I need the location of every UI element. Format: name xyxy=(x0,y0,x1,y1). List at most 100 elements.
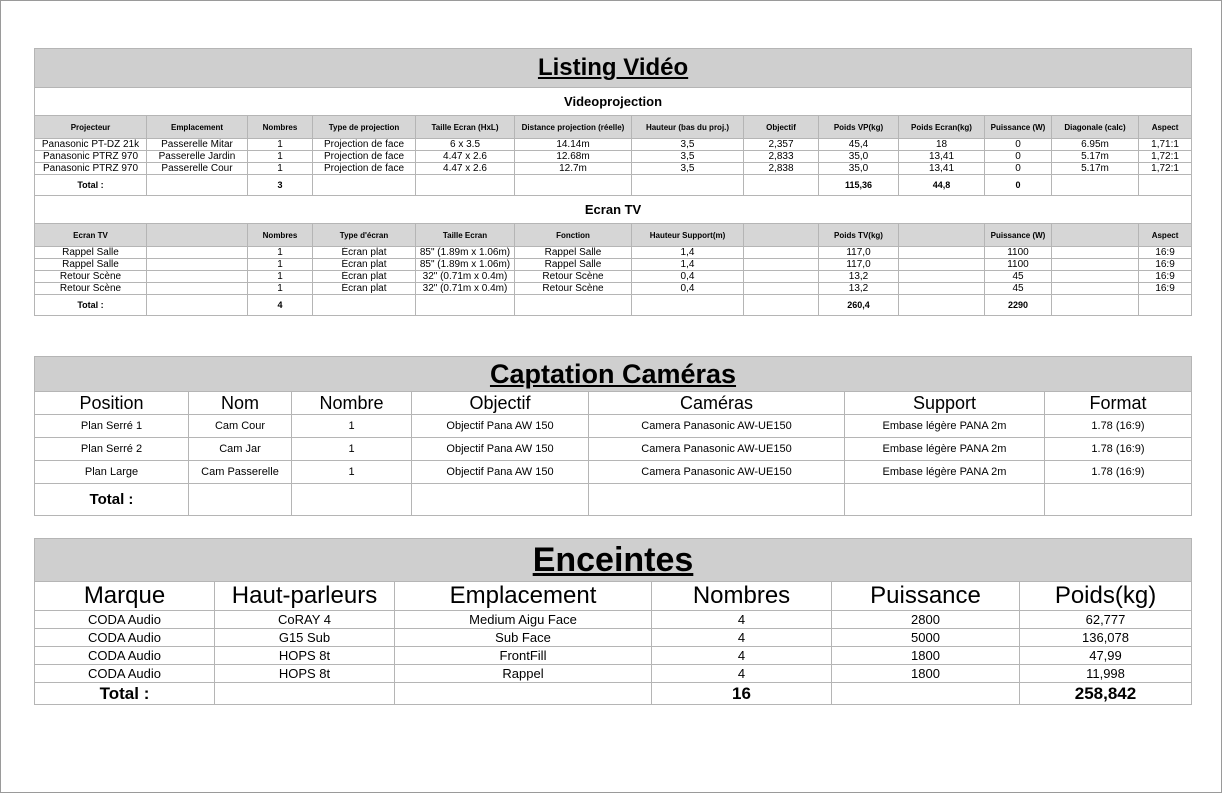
captation-cameras-table: Captation Caméras Position Nom Nombre Objec… xyxy=(34,356,1192,516)
table-cell: 4 xyxy=(247,294,313,316)
header-row: Position Nom Nombre Objectif Caméras Support F… xyxy=(34,391,1192,415)
table-cell xyxy=(743,174,819,196)
column-header xyxy=(1051,223,1139,247)
table-cell xyxy=(898,294,985,316)
table-cell: 4 xyxy=(651,610,832,629)
column-header: Type de projection xyxy=(312,115,416,139)
table-cell: 85" (1.89m x 1.06m) xyxy=(415,258,515,271)
table-cell xyxy=(415,294,515,316)
table-row: Panasonic PTRZ 970 Passerelle Jardin 1 Proj… xyxy=(34,150,1193,163)
table-cell: Écran plat xyxy=(312,258,416,271)
table-cell: 1,72:1 xyxy=(1137,162,1193,175)
table-cell: Retour Scène xyxy=(514,270,632,283)
table-cell: Écran plat xyxy=(312,270,416,283)
column-header: Hauteur (bas du proj.) xyxy=(631,115,744,139)
table-cell xyxy=(514,294,632,316)
table-cell: 45 xyxy=(984,282,1052,295)
column-header: Emplacement xyxy=(146,115,248,139)
table-cell: Camera Panasonic AW-UE150 xyxy=(588,414,845,438)
table-row: CODA Audio HOPS 8t FrontFill 4 1800 47,99 xyxy=(34,646,1192,665)
header-row: Projecteur Emplacement Nombres Type de proj… xyxy=(34,115,1193,139)
table-cell xyxy=(146,270,248,283)
table-cell xyxy=(898,258,985,271)
table-cell: Objectif Pana AW 150 xyxy=(411,460,589,484)
table-cell xyxy=(631,174,744,196)
table-cell xyxy=(588,483,845,516)
table-cell: Projection de face xyxy=(312,162,416,175)
table-cell xyxy=(1044,483,1192,516)
table-cell xyxy=(1137,174,1193,196)
table-cell: 117,0 xyxy=(818,258,899,271)
table-cell: Camera Panasonic AW-UE150 xyxy=(588,460,845,484)
table-cell: 6 x 3.5 xyxy=(415,138,515,151)
table-cell: Plan Large xyxy=(34,460,189,484)
videoprojection-title: Videoprojection xyxy=(33,87,1193,116)
table-cell: FrontFill xyxy=(394,646,652,665)
table-cell: 13,41 xyxy=(898,162,985,175)
table-cell xyxy=(415,174,515,196)
table-cell: Embase légère PANA 2m xyxy=(844,460,1045,484)
table-cell: 16:9 xyxy=(1137,246,1193,259)
table-cell: 13,2 xyxy=(818,282,899,295)
table-cell: 16:9 xyxy=(1137,282,1193,295)
table-cell: 5.17m xyxy=(1051,162,1139,175)
table-cell xyxy=(898,246,985,259)
table-cell xyxy=(411,483,589,516)
table-cell: Embase légère PANA 2m xyxy=(844,437,1045,461)
captation-title: Captation Caméras xyxy=(34,356,1192,392)
table-cell: Objectif Pana AW 150 xyxy=(411,414,589,438)
column-header: Nom xyxy=(188,391,292,415)
table-cell xyxy=(214,682,395,705)
listing-video-table: Listing Vidéo Videoprojection Projecteur E… xyxy=(33,48,1193,316)
table-cell xyxy=(898,282,985,295)
table-cell: 45,4 xyxy=(818,138,899,151)
column-header: Distance projection (réelle) xyxy=(514,115,632,139)
table-cell: 12.68m xyxy=(514,150,632,163)
column-header: Nombre xyxy=(291,391,412,415)
table-cell: Plan Serré 1 xyxy=(34,414,189,438)
table-cell: Camera Panasonic AW-UE150 xyxy=(588,437,845,461)
table-cell xyxy=(1051,174,1139,196)
table-cell xyxy=(146,294,248,316)
table-cell: 2,833 xyxy=(743,150,819,163)
table-cell: 13,41 xyxy=(898,150,985,163)
column-header: Puissance (W) xyxy=(984,115,1052,139)
total-row: Total : 3 115,36 44,8 0 xyxy=(34,174,1193,196)
table-cell: 117,0 xyxy=(818,246,899,259)
table-row: Retour Scène 1 Écran plat 32" (0.71m x 0.4m… xyxy=(34,270,1193,283)
table-cell: CODA Audio xyxy=(34,610,215,629)
column-header: Taille Ecran (HxL) xyxy=(415,115,515,139)
table-cell: 1.78 (16:9) xyxy=(1044,460,1192,484)
column-header xyxy=(898,223,985,247)
column-header: Objectif xyxy=(411,391,589,415)
table-cell: 1800 xyxy=(831,646,1020,665)
table-cell: 0 xyxy=(984,162,1052,175)
table-cell: Rappel Salle xyxy=(34,246,147,259)
table-cell: 1.78 (16:9) xyxy=(1044,437,1192,461)
table-row: Plan Serré 2 Cam Jar 1 Objectif Pana AW 150… xyxy=(34,437,1192,461)
table-cell: Projection de face xyxy=(312,138,416,151)
column-header: Hauteur Support(m) xyxy=(631,223,744,247)
table-cell: 1 xyxy=(247,162,313,175)
table-cell: 4 xyxy=(651,664,832,683)
table-cell: 1 xyxy=(247,138,313,151)
table-cell: 258,842 xyxy=(1019,682,1192,705)
table-cell: 16:9 xyxy=(1137,258,1193,271)
table-cell xyxy=(514,174,632,196)
ecran-tv-title: Ecran TV xyxy=(33,195,1193,224)
table-cell: Medium Aigu Face xyxy=(394,610,652,629)
table-cell: 1800 xyxy=(831,664,1020,683)
table-cell: Rappel Salle xyxy=(514,246,632,259)
table-cell: Passerelle Cour xyxy=(146,162,248,175)
column-header: Ecran TV xyxy=(34,223,147,247)
column-header: Poids Ecran(kg) xyxy=(898,115,985,139)
table-cell: 4 xyxy=(651,628,832,647)
table-cell: Objectif Pana AW 150 xyxy=(411,437,589,461)
table-cell xyxy=(743,246,819,259)
table-row: Rappel Salle 1 Écran plat 85" (1.89m x 1.06… xyxy=(34,246,1193,259)
table-cell: Panasonic PT-DZ 21k xyxy=(34,138,147,151)
table-cell: 11,998 xyxy=(1019,664,1192,683)
table-cell xyxy=(1051,270,1139,283)
table-cell: 6.95m xyxy=(1051,138,1139,151)
